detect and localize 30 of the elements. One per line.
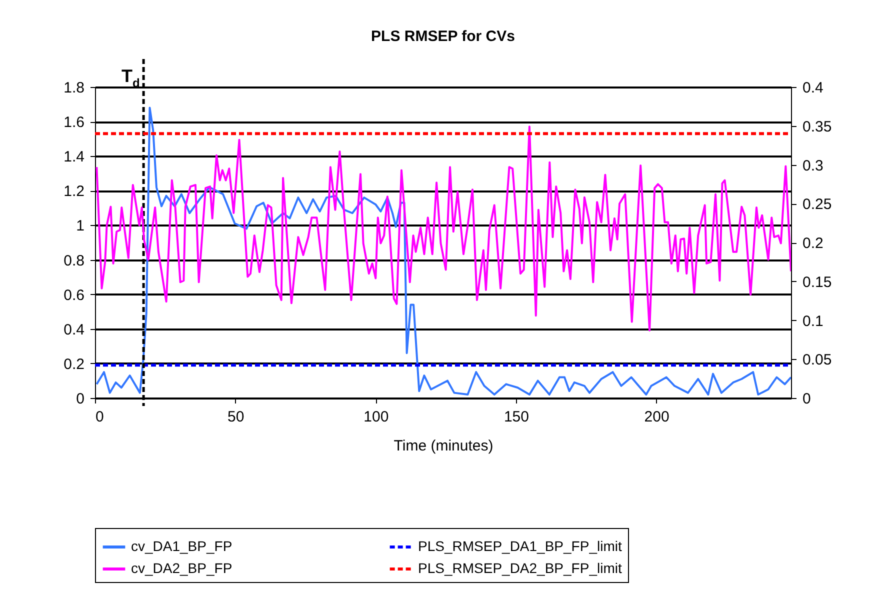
y2-tick-label: 0.4 (802, 80, 824, 96)
y2-tick-label: 0.05 (802, 352, 832, 369)
y-tick-label: 0 (76, 390, 84, 408)
y2-tick-label: 0.1 (802, 312, 824, 330)
y2-tick-label: 0.35 (802, 118, 832, 136)
y-tick-label: 0.4 (64, 321, 84, 338)
y-tick-label: 0.2 (64, 356, 84, 373)
x-tick-label: 150 (504, 408, 529, 426)
y-tick-label: 1 (76, 218, 84, 235)
x-tick-label: 200 (644, 408, 670, 426)
y-tick-label: 1.6 (64, 114, 84, 132)
y2-tick-label: 0.15 (802, 274, 832, 291)
y-tick-label: 1.4 (64, 148, 84, 166)
legend-label: PLS_RMSEP_DA2_BP_FP_limit (418, 560, 622, 576)
y2-tick-label: 0.3 (802, 157, 824, 174)
legend-label: PLS_RMSEP_DA1_BP_FP_limit (418, 538, 622, 554)
chart-title: PLS RMSEP for CVs (371, 28, 515, 45)
y-tick-label: 1.8 (64, 80, 84, 96)
legend-label: cv_DA1_BP_FP (131, 538, 232, 554)
y-tick-label: 0.6 (64, 286, 84, 304)
y-tick-label: 1.2 (64, 183, 84, 200)
x-tick-label: 50 (227, 408, 244, 426)
y2-tick-label: 0.25 (802, 196, 832, 214)
x-axis-title: Time (minutes) (394, 438, 494, 454)
y-tick-label: 0.8 (64, 252, 84, 270)
y2-tick-label: 0.2 (802, 235, 824, 252)
x-tick-label: 0 (96, 408, 104, 426)
x-tick-label: 100 (364, 408, 389, 426)
y2-tick-label: 0 (802, 390, 811, 408)
legend-label: cv_DA2_BP_FP (131, 560, 232, 576)
